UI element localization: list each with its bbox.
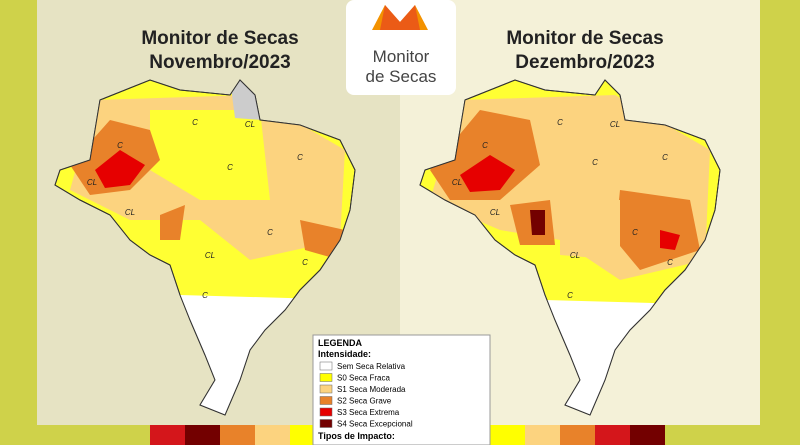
map-label: C — [592, 158, 598, 167]
map-subtitle: Dezembro/2023 — [515, 52, 654, 73]
color-strip — [150, 425, 665, 445]
map-title: Monitor de Secas — [506, 28, 663, 49]
map-label: C — [482, 141, 488, 150]
legend-swatch — [319, 361, 333, 371]
map-label: CL — [87, 178, 97, 187]
legend-swatch — [319, 384, 333, 394]
logo-text: de Secas — [366, 67, 437, 86]
map-label: CL — [452, 178, 462, 187]
legend-swatch — [319, 407, 333, 417]
map-label: CL — [490, 208, 500, 217]
map-label: C — [557, 118, 563, 127]
map-label: CL — [125, 208, 135, 217]
map-label: C — [662, 153, 668, 162]
legend-subtitle: Intensidade: — [318, 349, 371, 359]
legend-label: S3 Seca Extrema — [337, 408, 400, 417]
legend-label: S1 Seca Moderada — [337, 385, 406, 394]
map-label: C — [267, 228, 273, 237]
logo-box — [346, 0, 456, 95]
legend-swatch — [319, 419, 333, 428]
map-label: CL — [205, 251, 215, 260]
legend-label: S2 Seca Grave — [337, 397, 392, 406]
legend-box — [312, 334, 491, 445]
legend-label: S0 Seca Fraca — [337, 374, 390, 383]
legend: LEGENDA Intensidade: Tipos de Impacto: S… — [312, 334, 491, 445]
map-label: C — [567, 291, 573, 300]
legend-label: S4 Seca Excepcional — [337, 420, 413, 429]
map-title: Monitor de Secas — [141, 28, 298, 49]
map-label: C — [117, 141, 123, 150]
map-label: C — [227, 163, 233, 172]
legend-swatch — [319, 396, 333, 405]
map-label: C — [202, 291, 208, 300]
legend-swatch — [319, 373, 333, 382]
map-label: CL — [245, 120, 255, 129]
logo-text: Monitor — [373, 47, 430, 66]
map-label: CL — [570, 251, 580, 260]
map-label: C — [297, 153, 303, 162]
legend-label: Sem Seca Relativa — [337, 362, 406, 371]
legend-subtitle: Tipos de Impacto: — [318, 431, 395, 441]
logo-mark — [380, 5, 420, 30]
map-label: C — [667, 258, 673, 267]
map-label: C — [302, 258, 308, 267]
legend-title: LEGENDA — [318, 338, 363, 348]
map-label: C — [192, 118, 198, 127]
map-label: CL — [610, 120, 620, 129]
map-subtitle: Novembro/2023 — [149, 52, 291, 73]
map-label: C — [632, 228, 638, 237]
